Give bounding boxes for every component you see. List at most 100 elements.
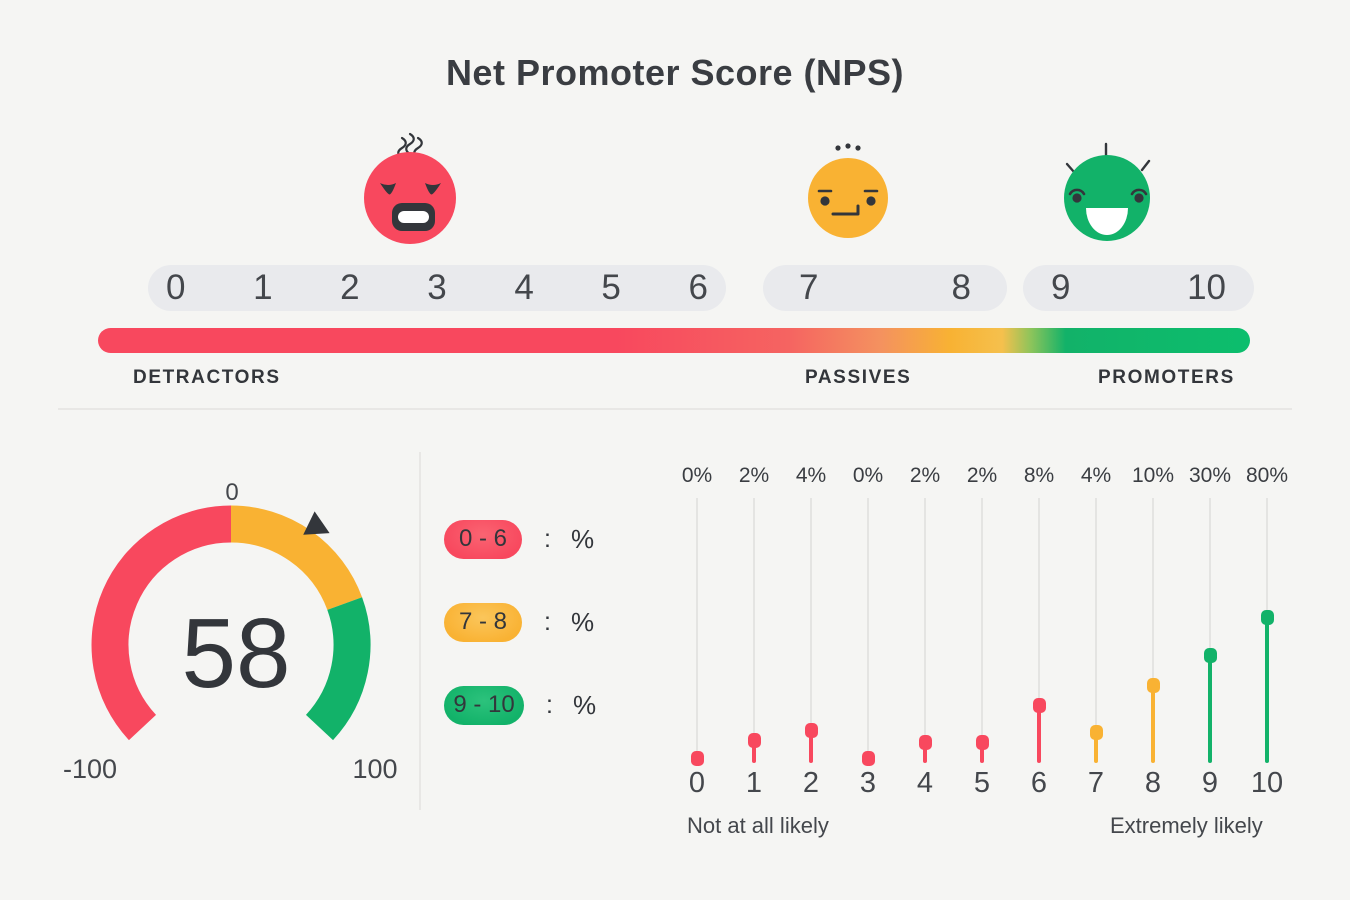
gauge-min-label: -100 — [63, 754, 117, 784]
legend-pill-0-6: 0 - 6 — [444, 519, 522, 559]
gauge-max-label: 100 — [352, 754, 397, 784]
angry-eye-right — [425, 183, 441, 195]
data-dot — [975, 735, 989, 750]
gridline — [1209, 498, 1211, 763]
angry-eye-left — [380, 183, 396, 195]
legend-pill-7-8: 7 - 8 — [444, 602, 522, 642]
gauge-arc-promoters — [305, 597, 371, 741]
legend-unit: % — [570, 606, 595, 637]
pct-label: 10% — [1131, 464, 1175, 487]
eye-left — [1072, 193, 1082, 203]
data-dot — [1146, 678, 1160, 693]
gridline — [753, 498, 755, 763]
x-tick: 4 — [916, 767, 934, 799]
legend-row-passives: 7 - 8 : % — [444, 602, 594, 642]
lollipop-column-10: 80% 10 — [1239, 460, 1295, 800]
gauge-arc-detractors — [91, 505, 232, 741]
gauge-arc-passives — [230, 505, 363, 611]
stem — [923, 743, 927, 763]
scale-number: 3 — [427, 268, 447, 307]
scale-number: 8 — [951, 268, 971, 307]
stem — [1037, 706, 1041, 763]
lollipop-column-3: 0% 3 — [840, 460, 896, 800]
gridline — [1038, 498, 1040, 763]
neutral-face-icon — [808, 143, 888, 238]
legend-separator: : — [546, 690, 553, 719]
pct-label: 4% — [1080, 464, 1112, 487]
pct-label: 8% — [1023, 464, 1055, 487]
x-tick: 10 — [1250, 767, 1284, 799]
lollipop-column-6: 8% 6 — [1011, 460, 1067, 800]
lollipop-column-9: 30% 9 — [1182, 460, 1238, 800]
zone-label-passives: PASSIVES — [805, 367, 912, 388]
pct-label: 0% — [852, 464, 884, 487]
pct-label: 2% — [966, 464, 998, 487]
data-dot — [690, 751, 704, 766]
nps-gradient-bar — [98, 328, 1250, 353]
gridline — [924, 498, 926, 763]
data-dot — [747, 733, 761, 748]
x-tick: 6 — [1030, 767, 1048, 799]
stem — [1208, 656, 1212, 763]
angry-face-icon — [364, 132, 456, 244]
gauge-value: 58 — [181, 598, 290, 708]
x-tick: 1 — [745, 767, 763, 799]
page-title: Net Promoter Score (NPS) — [445, 52, 905, 93]
stem — [809, 731, 813, 763]
scale-number: 9 — [1051, 268, 1071, 307]
flat-mouth — [831, 204, 860, 216]
happy-face-icon — [1064, 142, 1151, 241]
scale-number: 0 — [166, 268, 186, 307]
dots-icon — [835, 143, 861, 151]
x-tick: 3 — [859, 767, 877, 799]
stem — [1094, 733, 1098, 763]
eye-right — [1134, 193, 1144, 203]
eye-left — [820, 196, 830, 206]
scale-number: 4 — [514, 268, 534, 307]
lollipop-column-0: 0% 0 — [669, 460, 725, 800]
data-dot — [1203, 648, 1217, 663]
data-dot — [861, 751, 875, 766]
stem — [1265, 618, 1269, 763]
lollipop-column-1: 2% 1 — [726, 460, 782, 800]
lollipop-column-5: 2% 5 — [954, 460, 1010, 800]
smile-mouth — [1086, 208, 1128, 235]
x-tick: 5 — [973, 767, 991, 799]
zone-label-detractors: DETRACTORS — [133, 367, 281, 388]
happy-brow-right — [1130, 188, 1148, 196]
nps-gauge: 0 58 -100 100 — [63, 479, 398, 784]
x-tick: 9 — [1201, 767, 1219, 799]
happy-brow-left — [1068, 188, 1086, 196]
legend-unit: % — [572, 689, 597, 720]
x-tick: 7 — [1087, 767, 1105, 799]
lollipop-column-7: 4% 7 — [1068, 460, 1124, 800]
gridline — [1152, 498, 1154, 763]
gauge-pointer-icon — [303, 511, 330, 535]
lollipop-column-8: 10% 8 — [1125, 460, 1181, 800]
x-tick: 2 — [802, 767, 820, 799]
pct-label: 30% — [1188, 464, 1232, 487]
legend-unit: % — [570, 523, 595, 554]
stem — [1151, 686, 1155, 763]
gridline — [810, 498, 812, 763]
rays-icon — [1065, 142, 1151, 174]
vertical-divider — [419, 452, 421, 810]
x-axis-caption-left: Not at all likely — [687, 813, 829, 838]
legend-pill-9-10: 9 - 10 — [444, 685, 524, 725]
scale-number: 7 — [799, 268, 819, 307]
data-dot — [918, 735, 932, 750]
legend-separator: : — [544, 607, 551, 636]
gridline — [981, 498, 983, 763]
gridline — [867, 498, 869, 763]
scale-number: 10 — [1187, 268, 1226, 307]
legend-row-promoters: 9 - 10 : % — [444, 685, 596, 725]
legend-row-detractors: 0 - 6 : % — [444, 519, 594, 559]
scale-number: 6 — [688, 268, 708, 307]
scale-pill-detractors: 0 1 2 3 4 5 6 — [148, 265, 726, 311]
scale-number: 2 — [340, 268, 360, 307]
pct-label: 80% — [1245, 464, 1289, 487]
data-dot — [1032, 698, 1046, 713]
data-dot — [1089, 725, 1103, 740]
x-tick: 8 — [1144, 767, 1162, 799]
scale-number: 1 — [253, 268, 273, 307]
